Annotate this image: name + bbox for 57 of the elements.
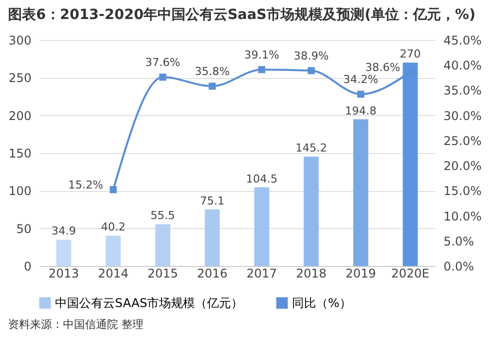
bar [353, 119, 368, 266]
data-label: 38.6% [365, 61, 400, 74]
x-tick-label: 2013 [48, 266, 80, 280]
y-tick-label: 250 [8, 71, 32, 86]
bar [204, 209, 220, 266]
chart-title: 图表6：2013-2020年中国公有云SaaS市场规模及预测(单位：亿元，%) [8, 6, 476, 23]
point [258, 66, 266, 74]
text: 资料来源：中国信通院 整理 [8, 317, 144, 332]
x-tick-label: 2016 [196, 266, 228, 280]
data-label: 55.5 [150, 209, 175, 222]
bar [106, 236, 121, 266]
bar [155, 224, 170, 266]
y2-tick-label: 45.0% [444, 34, 482, 48]
y2-tick-label: 20.0% [444, 159, 482, 174]
y-tick-label: 150 [8, 146, 32, 160]
y-tick-label: 100 [8, 184, 32, 198]
data-label: 75.1 [200, 194, 224, 208]
data-label: 38.9% [294, 50, 329, 63]
y-tick-label: 0 [24, 260, 32, 274]
data-label: 34.9 [52, 224, 76, 238]
y-tick-label: 300 [8, 34, 32, 48]
bar [304, 156, 319, 266]
y2-tick-label: 0.0% [444, 260, 474, 274]
y2-tick-label: 5.0% [444, 234, 474, 248]
point [357, 90, 364, 98]
data-label: 35.8% [194, 65, 230, 78]
data-label: 40.2 [101, 220, 126, 234]
data-label: 37.6% [145, 56, 180, 70]
point [159, 74, 166, 81]
y2-tick-label: 40.0% [444, 58, 482, 73]
data-label: 15.2% [68, 178, 104, 192]
bar [254, 187, 270, 266]
data-label: 39.1% [244, 48, 280, 62]
y-tick-label: 200 [8, 108, 32, 123]
point [308, 67, 315, 74]
x-tick-label: 2017 [246, 266, 278, 280]
x-tick-label: 2014 [98, 266, 129, 280]
y2-tick-label: 25.0% [444, 134, 482, 148]
x-tick-label: 2019 [345, 266, 376, 280]
legend-label: 中国公有云SAAS市场规模（亿元） [55, 296, 244, 310]
bar [56, 240, 72, 266]
x-tick-label: 2018 [296, 266, 327, 280]
y-tick-label: 50 [16, 222, 32, 236]
y2-tick-label: 10.0% [444, 209, 482, 224]
point [110, 186, 117, 194]
y2-tick-label: 30.0% [444, 108, 482, 123]
data-label: 145.2 [296, 142, 327, 155]
data-label: 104.5 [246, 172, 278, 186]
y2-tick-label: 35.0% [444, 84, 482, 98]
data-label: 194.8 [345, 104, 376, 118]
point [208, 82, 216, 90]
data-label: 270 [400, 48, 421, 61]
x-tick-label: 2020E [391, 266, 430, 280]
y2-tick-label: 15.0% [444, 184, 482, 198]
data-label: 34.2% [343, 73, 378, 86]
legend-label: 同比（%） [292, 296, 352, 310]
x-tick-label: 2015 [147, 266, 178, 280]
